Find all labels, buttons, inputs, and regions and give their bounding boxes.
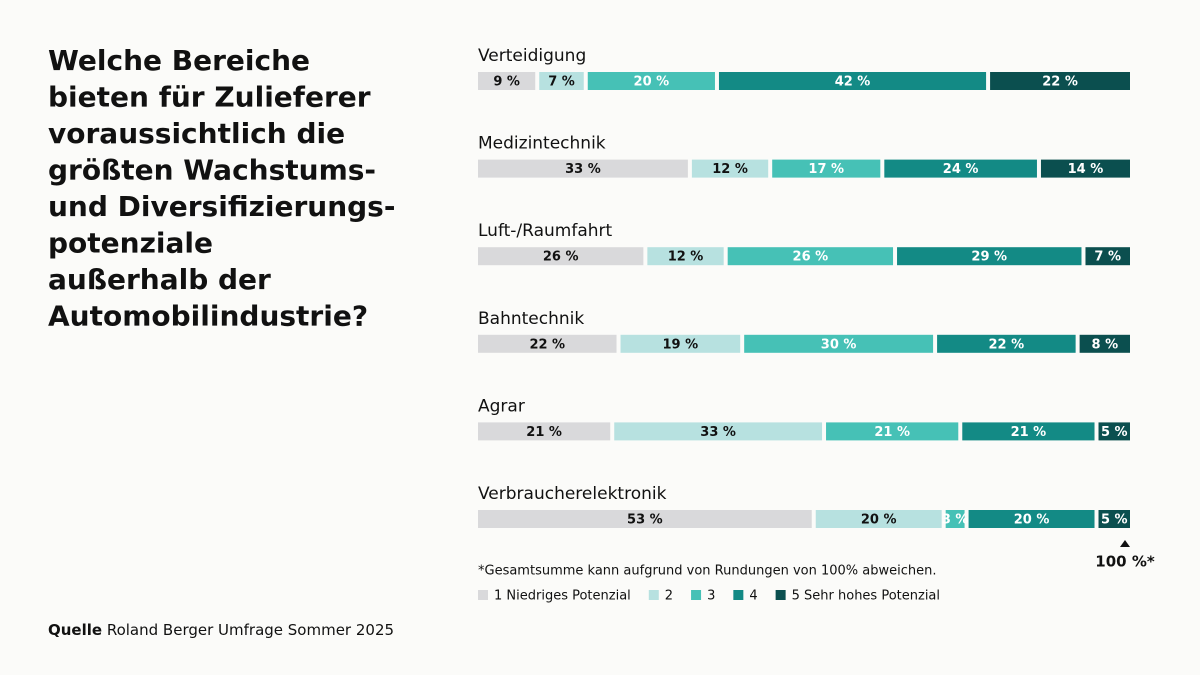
chart-title: voraussichtlich die [48, 117, 345, 150]
value-label: 20 % [1014, 513, 1050, 528]
value-label: 33 % [700, 425, 736, 440]
value-label: 22 % [989, 337, 1025, 352]
bar-segment [587, 72, 715, 90]
value-label: 19 % [663, 337, 699, 352]
value-label: 7 % [548, 75, 575, 90]
legend-label: 4 [749, 589, 757, 604]
bar-segment [744, 334, 934, 353]
bar-segment [478, 510, 812, 528]
value-label: 21 % [526, 425, 562, 440]
value-label: 7 % [1094, 250, 1121, 265]
footnote: *Gesamtsumme kann aufgrund von Rundungen… [478, 564, 937, 579]
bar-segment [945, 510, 965, 528]
bar-segment [614, 422, 823, 441]
chart-title: potenziale [48, 227, 213, 260]
value-label: 12 % [668, 250, 704, 265]
bar-segment [1098, 422, 1130, 441]
bar-segment [772, 159, 881, 178]
value-label: 8 % [1092, 337, 1119, 352]
value-label: 20 % [634, 75, 670, 90]
category-label: Bahntechnik [478, 309, 584, 329]
legend-swatch [775, 590, 786, 600]
bar-segment [478, 159, 688, 178]
value-label: 24 % [943, 162, 979, 177]
bar-segment [1085, 247, 1130, 266]
bar-segment [962, 422, 1095, 441]
bar-segment [968, 510, 1095, 528]
bar-segment [539, 72, 584, 90]
value-label: 21 % [874, 425, 910, 440]
bar-segment [620, 334, 741, 353]
category-label: Verteidigung [478, 46, 586, 66]
category-label: Agrar [478, 396, 525, 416]
total-arrow [1120, 540, 1130, 547]
bar-segment [884, 159, 1037, 178]
source-label: Quelle [48, 621, 102, 639]
value-label: 5 % [1101, 425, 1128, 440]
bar-segment [937, 334, 1076, 353]
value-label: 42 % [835, 75, 871, 90]
value-label: 21 % [1011, 425, 1047, 440]
value-label: 53 % [627, 513, 663, 528]
legend-swatch [733, 590, 744, 600]
value-label: 5 % [1101, 513, 1128, 528]
source-text: Roland Berger Umfrage Sommer 2025 [107, 621, 394, 639]
bar-segment [815, 510, 942, 528]
value-label: 22 % [529, 337, 565, 352]
value-label: 3 % [942, 513, 969, 528]
bar-segment [478, 334, 617, 353]
bar-segment [478, 247, 644, 266]
bar-segment [647, 247, 724, 266]
value-label: 20 % [861, 513, 897, 528]
total-marker: 100 %* [1095, 553, 1155, 571]
legend-label: 1 Niedriges Potenzial [494, 589, 631, 604]
legend-label: 3 [707, 589, 715, 604]
legend-swatch [691, 590, 702, 600]
value-label: 9 % [493, 75, 520, 90]
category-label: Verbraucherelektronik [478, 484, 667, 504]
legend-label: 2 [665, 589, 673, 604]
bar-segment [478, 72, 536, 90]
source: Quelle Roland Berger Umfrage Sommer 2025 [48, 621, 394, 639]
bar-segment [1098, 510, 1130, 528]
value-label: 17 % [808, 162, 844, 177]
value-label: 29 % [971, 250, 1007, 265]
legend-swatch [648, 590, 659, 600]
category-label: Medizintechnik [478, 134, 606, 154]
value-label: 12 % [712, 162, 748, 177]
chart-title: bieten für Zulieferer [48, 81, 371, 114]
bar-segment [1040, 159, 1130, 178]
chart-title: Welche Bereiche [48, 44, 310, 77]
chart-title: außerhalb der [48, 263, 271, 296]
bar-segment [897, 247, 1082, 266]
bar-segment [990, 72, 1130, 90]
chart-title: größten Wachstums- [48, 154, 376, 187]
value-label: 14 % [1068, 162, 1104, 177]
category-label: Luft-/Raumfahrt [478, 221, 613, 241]
bar-segment [718, 72, 987, 90]
bar-segment [826, 422, 959, 441]
value-label: 26 % [543, 250, 579, 265]
legend-swatch [478, 590, 488, 600]
value-label: 22 % [1042, 75, 1078, 90]
value-label: 26 % [793, 250, 829, 265]
bar-segment [1079, 334, 1130, 353]
legend-label: 5 Sehr hohes Potenzial [792, 589, 940, 604]
value-label: 33 % [565, 162, 601, 177]
value-label: 30 % [821, 337, 857, 352]
bar-segment [727, 247, 894, 266]
chart-title: Automobilindustrie? [48, 300, 368, 333]
bar-segment [691, 159, 769, 178]
bar-segment [478, 422, 611, 441]
chart-title: und Diversifizierungs- [48, 190, 395, 223]
